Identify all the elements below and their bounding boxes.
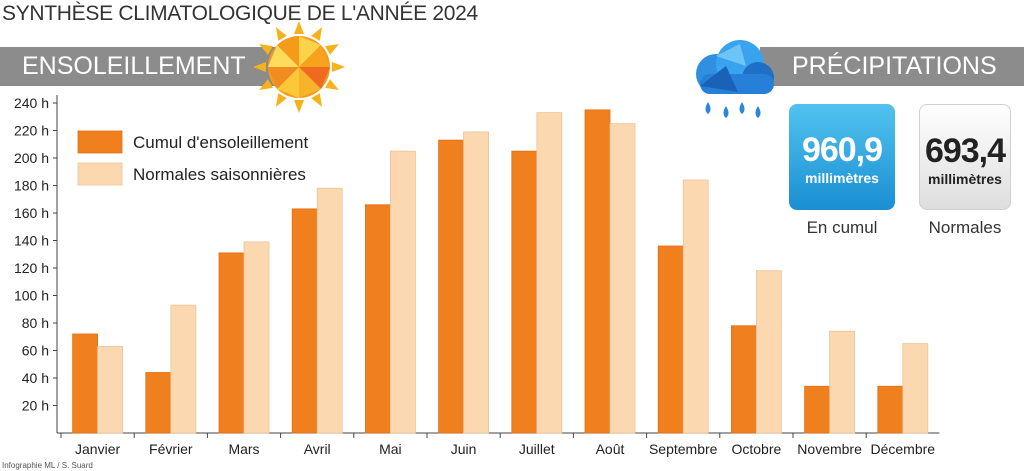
- bar-normal: [316, 187, 343, 434]
- x-tick-label: Septembre: [649, 441, 718, 457]
- bar-normal: [609, 123, 636, 434]
- bar-sunshine: [364, 204, 391, 434]
- y-tick-label: 80 h: [22, 315, 49, 331]
- bar-sunshine: [438, 139, 465, 434]
- bar-normal: [170, 304, 197, 434]
- y-tick-label: 60 h: [22, 343, 49, 359]
- x-tick-label: Octobre: [731, 441, 781, 457]
- chart-axes: 20 h 40 h 60 h 80 h 100 h 120 h 140 h 160 h 180 …: [14, 95, 940, 457]
- bar-sunshine: [657, 245, 684, 434]
- page-title: SYNTHÈSE CLIMATOLOGIQUE DE L'ANNÉE 2024: [2, 2, 478, 25]
- x-tick-label: Mars: [228, 441, 259, 457]
- y-tick-label: 180 h: [14, 178, 49, 194]
- x-tick-label: Février: [149, 441, 193, 457]
- precipitation-normal-caption: Normales: [928, 218, 1002, 237]
- legend-swatch-sunshine: [77, 130, 123, 154]
- bar-normal: [243, 241, 270, 434]
- precipitation-normal-box: 693,4 millimètres: [919, 104, 1011, 210]
- precipitation-cumul-caption: En cumul: [806, 218, 878, 237]
- bar-normal: [97, 345, 123, 434]
- y-tick-label: 240 h: [14, 95, 49, 111]
- bar-sunshine: [877, 385, 904, 434]
- precipitation-header: PRÉCIPITATIONS: [760, 47, 1024, 86]
- x-tick-label: Janvier: [75, 441, 120, 457]
- x-tick-label: Mai: [379, 441, 402, 457]
- bar-normal: [463, 131, 490, 434]
- x-tick-label: Avril: [304, 441, 331, 457]
- y-tick-label: 220 h: [14, 123, 49, 139]
- bar-sunshine: [291, 208, 318, 434]
- bar-sunshine: [72, 333, 98, 434]
- x-tick-label: Novembre: [797, 441, 862, 457]
- precipitation-cumul-value: 960,9: [801, 131, 883, 169]
- sun-icon: [253, 21, 345, 113]
- bar-normal: [389, 150, 416, 434]
- sunshine-label: ENSOLEILLEMENT: [22, 52, 246, 80]
- legend-label-sunshine: Cumul d'ensoleillement: [133, 133, 308, 152]
- y-tick-label: 160 h: [14, 205, 49, 221]
- y-tick-label: 200 h: [14, 150, 49, 166]
- legend-label-normal: Normales saisonnières: [133, 165, 306, 184]
- chart-legend: Cumul d'ensoleillement Normales saisonniè…: [77, 130, 308, 186]
- bar-sunshine: [584, 109, 611, 434]
- chart-bars: [72, 109, 929, 434]
- rain-cloud-icon: [696, 40, 774, 118]
- x-tick-label: Juin: [451, 441, 477, 457]
- y-tick-label: 140 h: [14, 233, 49, 249]
- bar-normal: [829, 330, 855, 434]
- bar-normal: [756, 270, 782, 434]
- x-tick-label: Juillet: [519, 441, 555, 457]
- x-tick-label: Décembre: [871, 441, 936, 457]
- precipitation-cumul-box: 960,9 millimètres: [789, 104, 895, 210]
- x-tick-label: Août: [596, 441, 625, 457]
- bar-normal: [902, 343, 929, 434]
- y-tick-label: 120 h: [14, 260, 49, 276]
- sunshine-header: ENSOLEILLEMENT: [0, 47, 285, 86]
- y-tick-label: 20 h: [22, 398, 49, 414]
- bar-sunshine: [804, 385, 830, 434]
- legend-swatch-normal: [77, 162, 123, 186]
- precipitation-normal-value: 693,4: [924, 132, 1006, 170]
- bar-sunshine: [731, 325, 757, 434]
- bar-sunshine: [218, 252, 245, 434]
- precipitation-normal-unit: millimètres: [928, 171, 1002, 187]
- bar-sunshine: [511, 150, 538, 434]
- bar-normal: [682, 179, 709, 434]
- precipitation-cumul-unit: millimètres: [805, 170, 879, 186]
- bar-normal: [536, 112, 563, 434]
- credit-line: Infographie ML / S. Suard: [2, 461, 93, 470]
- bar-sunshine: [145, 372, 172, 434]
- y-tick-label: 40 h: [22, 370, 49, 386]
- precipitation-label: PRÉCIPITATIONS: [792, 52, 997, 80]
- y-tick-label: 100 h: [14, 288, 49, 304]
